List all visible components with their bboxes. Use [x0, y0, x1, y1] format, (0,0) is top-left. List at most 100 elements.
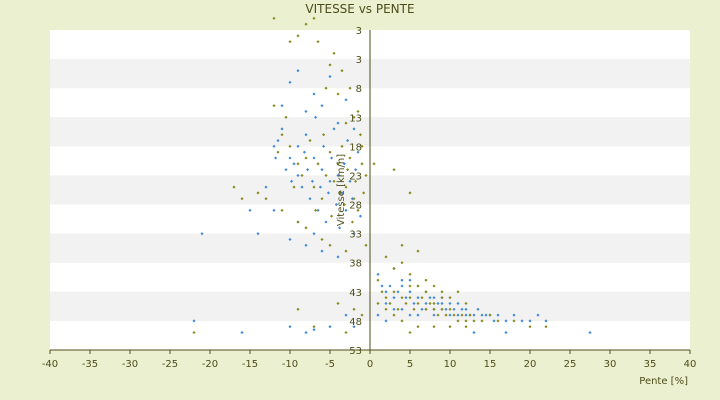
data-point-series-2 — [416, 325, 420, 329]
data-point-series-1 — [380, 284, 384, 288]
data-point-series-1 — [400, 307, 404, 311]
data-point-series-1 — [316, 208, 320, 212]
data-point-series-2 — [400, 319, 404, 323]
data-point-series-2 — [448, 296, 452, 300]
data-point-series-2 — [440, 290, 444, 294]
data-point-series-2 — [336, 162, 340, 166]
x-tick-label: -10 — [282, 359, 298, 370]
data-point-series-2 — [296, 307, 300, 311]
data-point-series-2 — [316, 162, 320, 166]
data-point-series-2 — [332, 179, 336, 183]
data-point-series-2 — [304, 22, 308, 26]
data-point-series-1 — [290, 179, 294, 183]
data-point-series-2 — [432, 284, 436, 288]
tick-labels: -40 -35 -30 -25 -20 -15 -10 -5 0 5 10 15 20 25 30 35 40 3… — [42, 26, 697, 370]
data-point-series-2 — [256, 191, 260, 195]
data-point-series-2 — [408, 272, 412, 276]
x-tick-label: 5 — [407, 359, 413, 370]
data-point-series-2 — [464, 319, 468, 323]
data-point-series-1 — [326, 191, 330, 195]
data-point-series-2 — [232, 185, 236, 189]
y-tick-label: 53 — [349, 346, 362, 357]
data-point-series-1 — [520, 319, 524, 323]
y-tick-label: 43 — [349, 288, 362, 299]
data-point-series-1 — [452, 307, 456, 311]
y-tick-label: 3 — [356, 26, 362, 37]
data-point-series-2 — [392, 290, 396, 294]
y-tick-label: 48 — [349, 317, 362, 328]
data-point-series-2 — [364, 243, 368, 247]
data-point-series-1 — [304, 243, 308, 247]
data-point-series-2 — [360, 162, 364, 166]
data-point-series-2 — [448, 325, 452, 329]
data-point-series-2 — [440, 307, 444, 311]
data-point-series-1 — [344, 208, 348, 212]
x-tick-label: -40 — [42, 359, 58, 370]
data-point-series-2 — [328, 243, 332, 247]
data-point-series-1 — [588, 330, 592, 335]
x-tick-label: 10 — [444, 359, 457, 370]
data-point-series-2 — [444, 313, 448, 317]
data-point-series-2 — [354, 179, 358, 183]
x-tick-label: -30 — [122, 359, 138, 370]
data-point-series-1 — [448, 313, 452, 317]
data-point-series-2 — [464, 301, 468, 306]
data-point-series-1 — [342, 162, 346, 166]
data-point-series-1 — [504, 330, 508, 335]
data-point-series-2 — [436, 313, 440, 317]
data-point-series-1 — [408, 290, 412, 294]
data-point-series-1 — [436, 301, 440, 306]
data-point-series-2 — [408, 330, 412, 335]
data-point-series-1 — [544, 319, 548, 323]
data-point-series-1 — [348, 179, 352, 183]
data-point-series-1 — [328, 179, 332, 183]
data-point-series-1 — [392, 296, 396, 300]
y-tick-label: 28 — [349, 201, 362, 212]
data-point-series-2 — [432, 301, 436, 306]
data-point-series-2 — [360, 144, 364, 148]
data-point-series-1 — [272, 208, 276, 212]
data-point-series-2 — [296, 162, 300, 166]
data-point-series-2 — [376, 278, 380, 282]
data-point-series-1 — [416, 313, 420, 317]
data-point-series-2 — [312, 16, 316, 20]
data-point-series-2 — [400, 261, 404, 265]
data-point-series-2 — [392, 266, 396, 271]
data-point-series-1 — [432, 313, 436, 317]
data-point-series-1 — [304, 330, 308, 335]
data-point-series-1 — [432, 296, 436, 300]
x-tick-label: 25 — [564, 359, 577, 370]
data-point-series-1 — [352, 127, 356, 131]
data-point-series-1 — [376, 272, 380, 276]
data-point-series-2 — [464, 325, 468, 329]
x-tick-label: 40 — [684, 359, 697, 370]
chart-title: VITESSE vs PENTE — [305, 2, 415, 16]
data-point-series-2 — [408, 284, 412, 288]
data-point-series-1 — [512, 313, 516, 317]
data-point-series-2 — [448, 307, 452, 311]
data-point-series-1 — [484, 313, 488, 317]
data-point-series-1 — [472, 330, 476, 335]
data-point-series-2 — [380, 290, 384, 294]
data-point-series-2 — [344, 330, 348, 335]
data-point-series-1 — [384, 319, 388, 323]
data-point-series-1 — [388, 284, 392, 288]
data-point-series-1 — [280, 127, 284, 131]
data-point-series-1 — [248, 208, 252, 212]
data-point-series-1 — [344, 313, 348, 317]
data-point-series-1 — [444, 307, 448, 311]
data-point-series-2 — [460, 313, 464, 317]
data-point-series-2 — [388, 301, 392, 306]
data-point-series-1 — [528, 319, 532, 323]
data-point-series-2 — [304, 226, 308, 230]
data-point-series-1 — [338, 226, 342, 230]
data-point-series-1 — [200, 232, 204, 236]
data-point-series-2 — [272, 16, 276, 20]
y-tick-label: 8 — [356, 84, 362, 95]
data-point-series-2 — [456, 290, 460, 294]
data-point-series-2 — [356, 208, 360, 212]
data-point-series-2 — [404, 301, 408, 306]
data-point-series-1 — [332, 127, 336, 131]
data-point-series-2 — [352, 307, 356, 311]
data-point-series-1 — [408, 278, 412, 282]
